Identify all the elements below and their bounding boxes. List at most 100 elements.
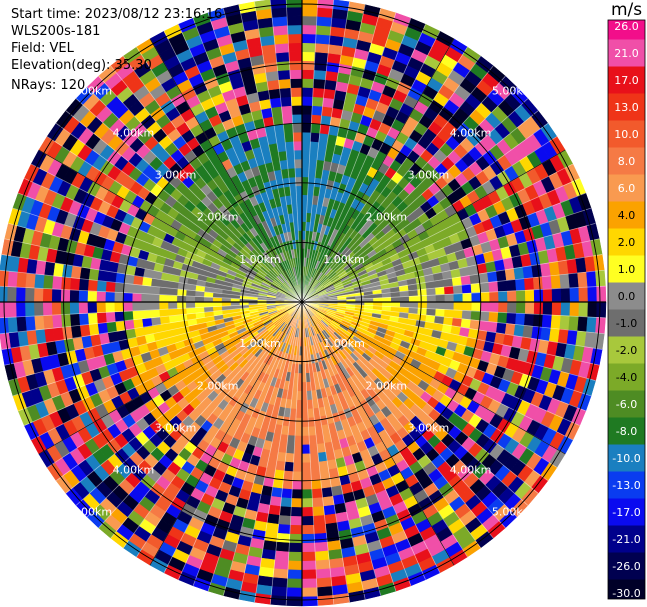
velocity-gate [301,524,315,535]
velocity-gate [586,316,597,334]
velocity-gate [16,271,27,288]
velocity-gate [273,33,289,45]
velocity-gate [322,97,335,108]
velocity-gate [301,24,317,35]
velocity-gate [301,140,311,151]
velocity-gate [323,504,336,516]
velocity-gate [106,270,117,283]
velocity-gate [131,301,142,312]
start-time-label: Start time: 2023/08/12 23:16:16 [11,7,223,22]
velocity-gate [516,290,526,303]
velocity-gate [149,309,160,319]
velocity-gate [296,203,303,213]
velocity-gate [559,315,571,331]
velocity-gate [270,106,283,117]
velocity-gate [282,114,293,125]
velocity-gate [417,301,428,309]
velocity-gate [60,301,71,315]
velocity-gate [141,309,152,320]
velocity-gate [60,313,72,328]
velocity-gate [291,480,303,490]
velocity-gate [280,497,292,508]
velocity-gate [123,283,134,294]
velocity-gate [587,301,598,318]
velocity-gate [550,314,562,330]
velocity-gate [595,317,606,335]
velocity-gate [391,301,401,308]
velocity-gate [301,435,310,446]
velocity-gate [301,69,315,80]
velocity-gate [290,507,303,517]
velocity-gate [316,577,333,588]
velocity-gate [281,488,293,499]
velocity-gate [311,105,323,116]
velocity-gate [301,462,312,473]
velocity-gate [97,322,108,335]
velocity-gate [105,291,115,303]
velocity-gate [149,293,160,303]
range-ring-label: 1.00km [323,253,365,266]
velocity-gate [515,312,526,326]
velocity-gate [69,301,80,315]
velocity-gate [313,60,328,72]
velocity-gate [426,287,437,296]
velocity-gate [506,312,517,325]
velocity-gate [301,33,317,44]
velocity-gate [515,278,526,292]
velocity-gate [301,167,310,178]
velocity-gate [290,96,303,106]
velocity-gate [301,176,309,187]
velocity-gate [115,320,126,332]
velocity-gate [301,417,309,428]
velocity-gate [301,480,313,490]
velocity-gate [78,278,89,292]
velocity-gate [88,268,100,281]
velocity-gate [487,270,498,283]
velocity-gate [320,478,332,489]
range-ring-label: 1.00km [323,337,365,350]
velocity-gate [123,310,134,321]
velocity-gate [313,69,327,80]
velocity-gate [105,301,115,313]
velocity-gate [270,586,288,597]
velocity-gate [301,560,317,571]
velocity-gate [295,408,303,419]
velocity-gate [532,276,544,291]
range-ring-label: 2.00km [366,211,408,224]
velocity-gate [461,283,472,294]
velocity-gate [301,542,316,553]
velocity-gate [283,123,294,134]
velocity-gate [296,391,303,401]
velocity-gate [87,312,98,325]
velocity-gate [291,114,303,124]
velocity-gate [114,282,125,293]
range-ring-label: 2.00km [197,211,239,224]
velocity-gate [291,489,303,499]
velocity-gate [321,106,334,117]
velocity-gate [453,293,464,303]
velocity-gate [158,308,169,318]
velocity-gate [276,532,291,544]
velocity-gate [399,296,410,303]
velocity-gate [533,289,544,303]
velocity-gate [315,568,332,580]
velocity-gate [287,426,296,437]
range-ring-label: 2.00km [366,379,408,392]
range-ring-label: 3.00km [155,169,197,182]
velocity-gate [176,301,187,309]
velocity-gate [292,122,303,133]
velocity-gate [301,87,314,97]
velocity-gate [272,478,284,489]
velocity-gate [322,496,335,507]
velocity-gate [42,301,53,316]
velocity-gate [301,444,311,455]
velocity-gate [593,254,605,272]
velocity-gate [399,301,410,308]
velocity-gate [497,280,508,292]
velocity-gate [489,291,499,303]
velocity-gate [277,524,291,535]
velocity-gate [132,310,143,321]
velocity-gate [97,269,108,282]
velocity-gate [296,194,303,205]
range-ring-label: 4.00km [450,126,492,139]
